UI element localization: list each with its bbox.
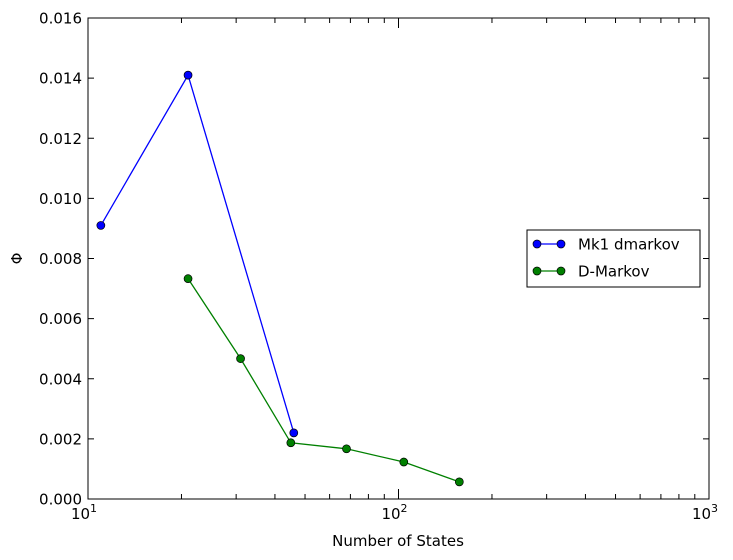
y-tick-label: 0.012 [39, 130, 82, 148]
data-point [236, 354, 245, 363]
y-tick-label: 0.006 [39, 310, 82, 328]
data-point [454, 477, 464, 487]
legend: Mk1 dmarkov D-Markov [526, 229, 701, 288]
y-tick-label: 0.002 [39, 430, 82, 448]
x-tick-label: 103 [692, 502, 718, 523]
legend-box [526, 229, 701, 288]
y-tick-label: 0.008 [39, 250, 82, 268]
series-line-0 [100, 73, 295, 434]
x-tick-label: 101 [71, 502, 97, 523]
data-point [96, 221, 106, 230]
data-point [183, 274, 193, 283]
legend-label-mk1: Mk1 dmarkov [578, 236, 680, 254]
y-axis-label: Φ [8, 253, 26, 265]
y-tick-label: 0.014 [39, 70, 82, 88]
series-line-1 [187, 278, 460, 483]
legend-marker-mk1 [556, 239, 566, 249]
series-markers [96, 70, 464, 487]
data-point [399, 457, 409, 467]
legend-marker-dmarkov [532, 266, 542, 276]
x-tick-label: 102 [381, 502, 407, 523]
x-tick-base: 10 [71, 505, 90, 523]
x-tick-exponent: 2 [401, 502, 408, 515]
x-axis-label: Number of States [332, 532, 464, 550]
y-tick-label: 0.010 [39, 190, 82, 208]
legend-label-dmarkov: D-Markov [578, 263, 650, 281]
data-point [342, 444, 351, 454]
y-tick-label: 0.004 [39, 370, 82, 388]
data-point [289, 428, 299, 438]
y-tick-label: 0.016 [39, 10, 82, 28]
legend-marker-mk1 [532, 239, 542, 249]
data-point [286, 438, 296, 448]
x-tick-base: 10 [692, 505, 711, 523]
y-tick-label: 0.000 [39, 491, 82, 509]
x-tick-exponent: 3 [711, 502, 718, 515]
x-tick-base: 10 [381, 505, 400, 523]
plot-frame [87, 17, 710, 500]
data-point [183, 70, 193, 80]
x-tick-exponent: 1 [90, 502, 97, 515]
series-lines [100, 73, 460, 483]
legend-marker-dmarkov [556, 266, 566, 276]
tick-labels: 0.000 0.002 0.004 0.006 0.008 0.010 0.012 0.014… [39, 10, 718, 524]
